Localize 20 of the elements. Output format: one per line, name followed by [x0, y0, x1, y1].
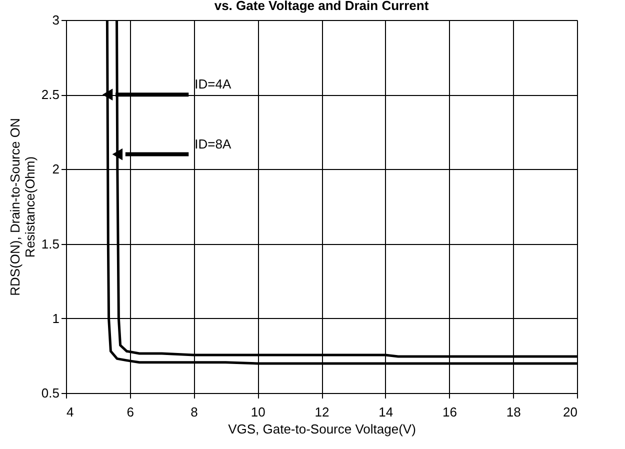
x-tick-label: 4: [66, 404, 74, 420]
annotation: ID=8A: [194, 136, 232, 152]
x-tick-label: 10: [250, 404, 266, 420]
x-tick-label: 16: [442, 404, 457, 420]
y-axis-title: RDS(ON), Drain-to-Source ON Resistance(Ohm): [7, 118, 38, 296]
chart-title: vs. Gate Voltage and Drain Current: [214, 0, 430, 13]
x-tick-label: 8: [190, 404, 198, 420]
y-tick-label: 3: [52, 12, 60, 28]
y-tick-label: 0.5: [41, 386, 60, 400]
y-tick-label: 2.5: [41, 87, 60, 102]
y-tick-label: 1: [52, 310, 60, 326]
x-tick-label: 12: [314, 404, 330, 420]
x-tick-label: 18: [506, 404, 521, 420]
x-tick-label: 14: [378, 404, 394, 420]
x-tick-label: 6: [126, 404, 134, 420]
y-tick-label: 1.5: [41, 236, 60, 252]
y-tick-label: 2: [52, 162, 60, 177]
annotation: ID=4A: [194, 76, 232, 92]
x-tick-label: 20: [563, 404, 578, 420]
x-axis-title: VGS, Gate-to-Source Voltage(V): [228, 422, 416, 436]
